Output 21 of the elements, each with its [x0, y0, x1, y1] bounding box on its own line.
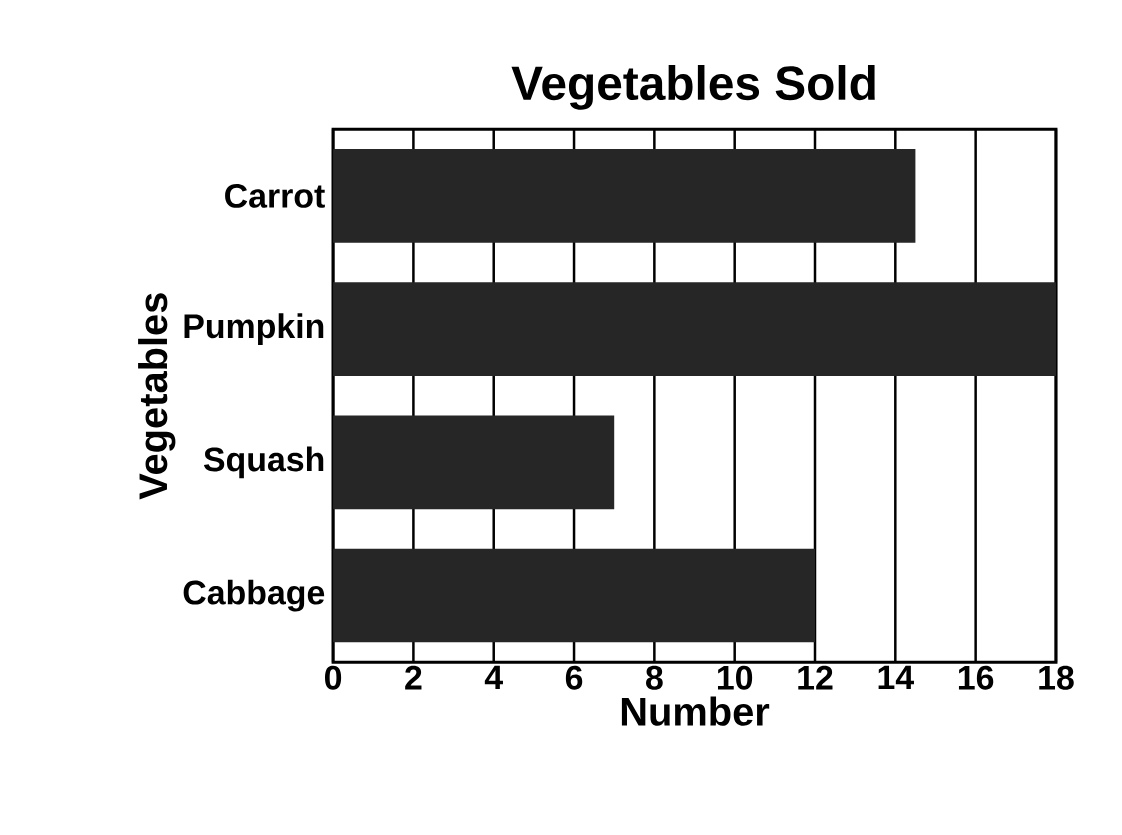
x-axis-title: Number [621, 696, 770, 726]
bar [333, 415, 615, 510]
x-tick-label: 6 [565, 665, 583, 690]
x-tick-label: 8 [646, 665, 663, 690]
y-tick-label: Squash [203, 446, 324, 479]
chart-title: Vegetables Sold [511, 64, 875, 110]
y-tick-label: Carrot [225, 183, 325, 208]
x-tick-label: 12 [798, 665, 833, 690]
bar [333, 548, 815, 643]
bar [333, 149, 916, 243]
bar [333, 282, 1056, 376]
x-tick-label: 2 [405, 665, 422, 690]
x-tick-label: 4 [484, 665, 503, 689]
x-tick-label: 18 [1039, 665, 1074, 690]
y-tick-label: Pumpkin [184, 313, 324, 345]
x-tick-label: 14 [878, 665, 914, 689]
x-tick-label: 0 [325, 665, 342, 690]
y-axis-title: Vegetables [138, 293, 176, 500]
x-tick-label: 10 [717, 665, 753, 690]
y-tick-label: Cabbage [183, 579, 325, 612]
x-tick-label: 16 [958, 665, 994, 690]
